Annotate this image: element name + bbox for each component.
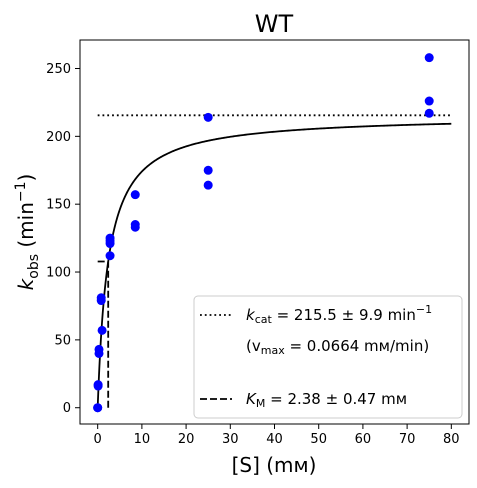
- x-tick-label: 20: [178, 432, 195, 447]
- data-point: [93, 381, 103, 391]
- legend-frame: [193, 295, 463, 419]
- y-tick-label: 200: [46, 130, 71, 145]
- x-tick-label: 0: [94, 432, 102, 447]
- data-point: [96, 293, 106, 303]
- x-tick-label: 50: [310, 432, 327, 447]
- y-axis-label: kobs (min−1): [13, 174, 42, 291]
- legend-km-rest: = 2.38 ± 0.47 mм: [265, 390, 407, 408]
- y-tick-label: 0: [63, 401, 71, 416]
- y-tick-label: 250: [46, 62, 71, 77]
- x-axis-label: [S] (mм): [232, 453, 317, 477]
- data-point: [203, 112, 213, 122]
- legend-vmax-sub: max: [261, 344, 285, 357]
- legend-km-sub: M: [256, 397, 266, 410]
- data-point: [203, 180, 213, 190]
- legend-kcat-sup: −1: [416, 303, 432, 316]
- legend-kcat-k: k: [246, 306, 256, 324]
- data-point: [97, 325, 107, 335]
- data-point: [105, 233, 115, 243]
- plot-layer: [93, 53, 452, 413]
- data-point: [130, 190, 140, 200]
- y-tick-label: 50: [54, 333, 71, 348]
- legend-km-k: K: [246, 390, 257, 408]
- x-tick-label: 60: [355, 432, 372, 447]
- x-axis-ticks: 0 10 20 30 40 50 60 70 80: [94, 424, 460, 447]
- x-tick-label: 70: [399, 432, 416, 447]
- data-point: [93, 403, 103, 413]
- data-point: [424, 108, 434, 118]
- x-tick-label: 30: [222, 432, 239, 447]
- legend: kcat = 215.5 ± 9.9 min−1 (vmax = 0.0664 …: [193, 295, 463, 419]
- legend-kcat-text: kcat = 215.5 ± 9.9 min−1: [246, 303, 432, 326]
- y-tick-label: 150: [46, 198, 71, 213]
- legend-kcat-sub: cat: [255, 313, 273, 326]
- x-tick-label: 80: [443, 432, 460, 447]
- y-tick-label: 100: [46, 266, 71, 281]
- legend-km-text: KM = 2.38 ± 0.47 mм: [246, 390, 407, 410]
- legend-vmax-rest: = 0.0664 mм/min): [285, 337, 429, 355]
- fit-curve: [96, 122, 452, 408]
- x-tick-label: 40: [266, 432, 283, 447]
- legend-kcat-rest: = 215.5 ± 9.9 min: [272, 306, 416, 324]
- data-point: [130, 220, 140, 230]
- x-tick-label: 10: [134, 432, 151, 447]
- legend-vmax-text: (vmax = 0.0664 mм/min): [246, 337, 429, 357]
- data-point: [424, 53, 434, 63]
- data-point: [424, 96, 434, 106]
- y-axis-ticks: 0 50 100 150 200 250: [46, 62, 80, 416]
- data-point: [105, 251, 115, 261]
- data-point: [94, 344, 104, 354]
- chart-title: WT: [255, 10, 294, 38]
- data-point: [203, 165, 213, 175]
- legend-vmax-open: (v: [246, 337, 261, 355]
